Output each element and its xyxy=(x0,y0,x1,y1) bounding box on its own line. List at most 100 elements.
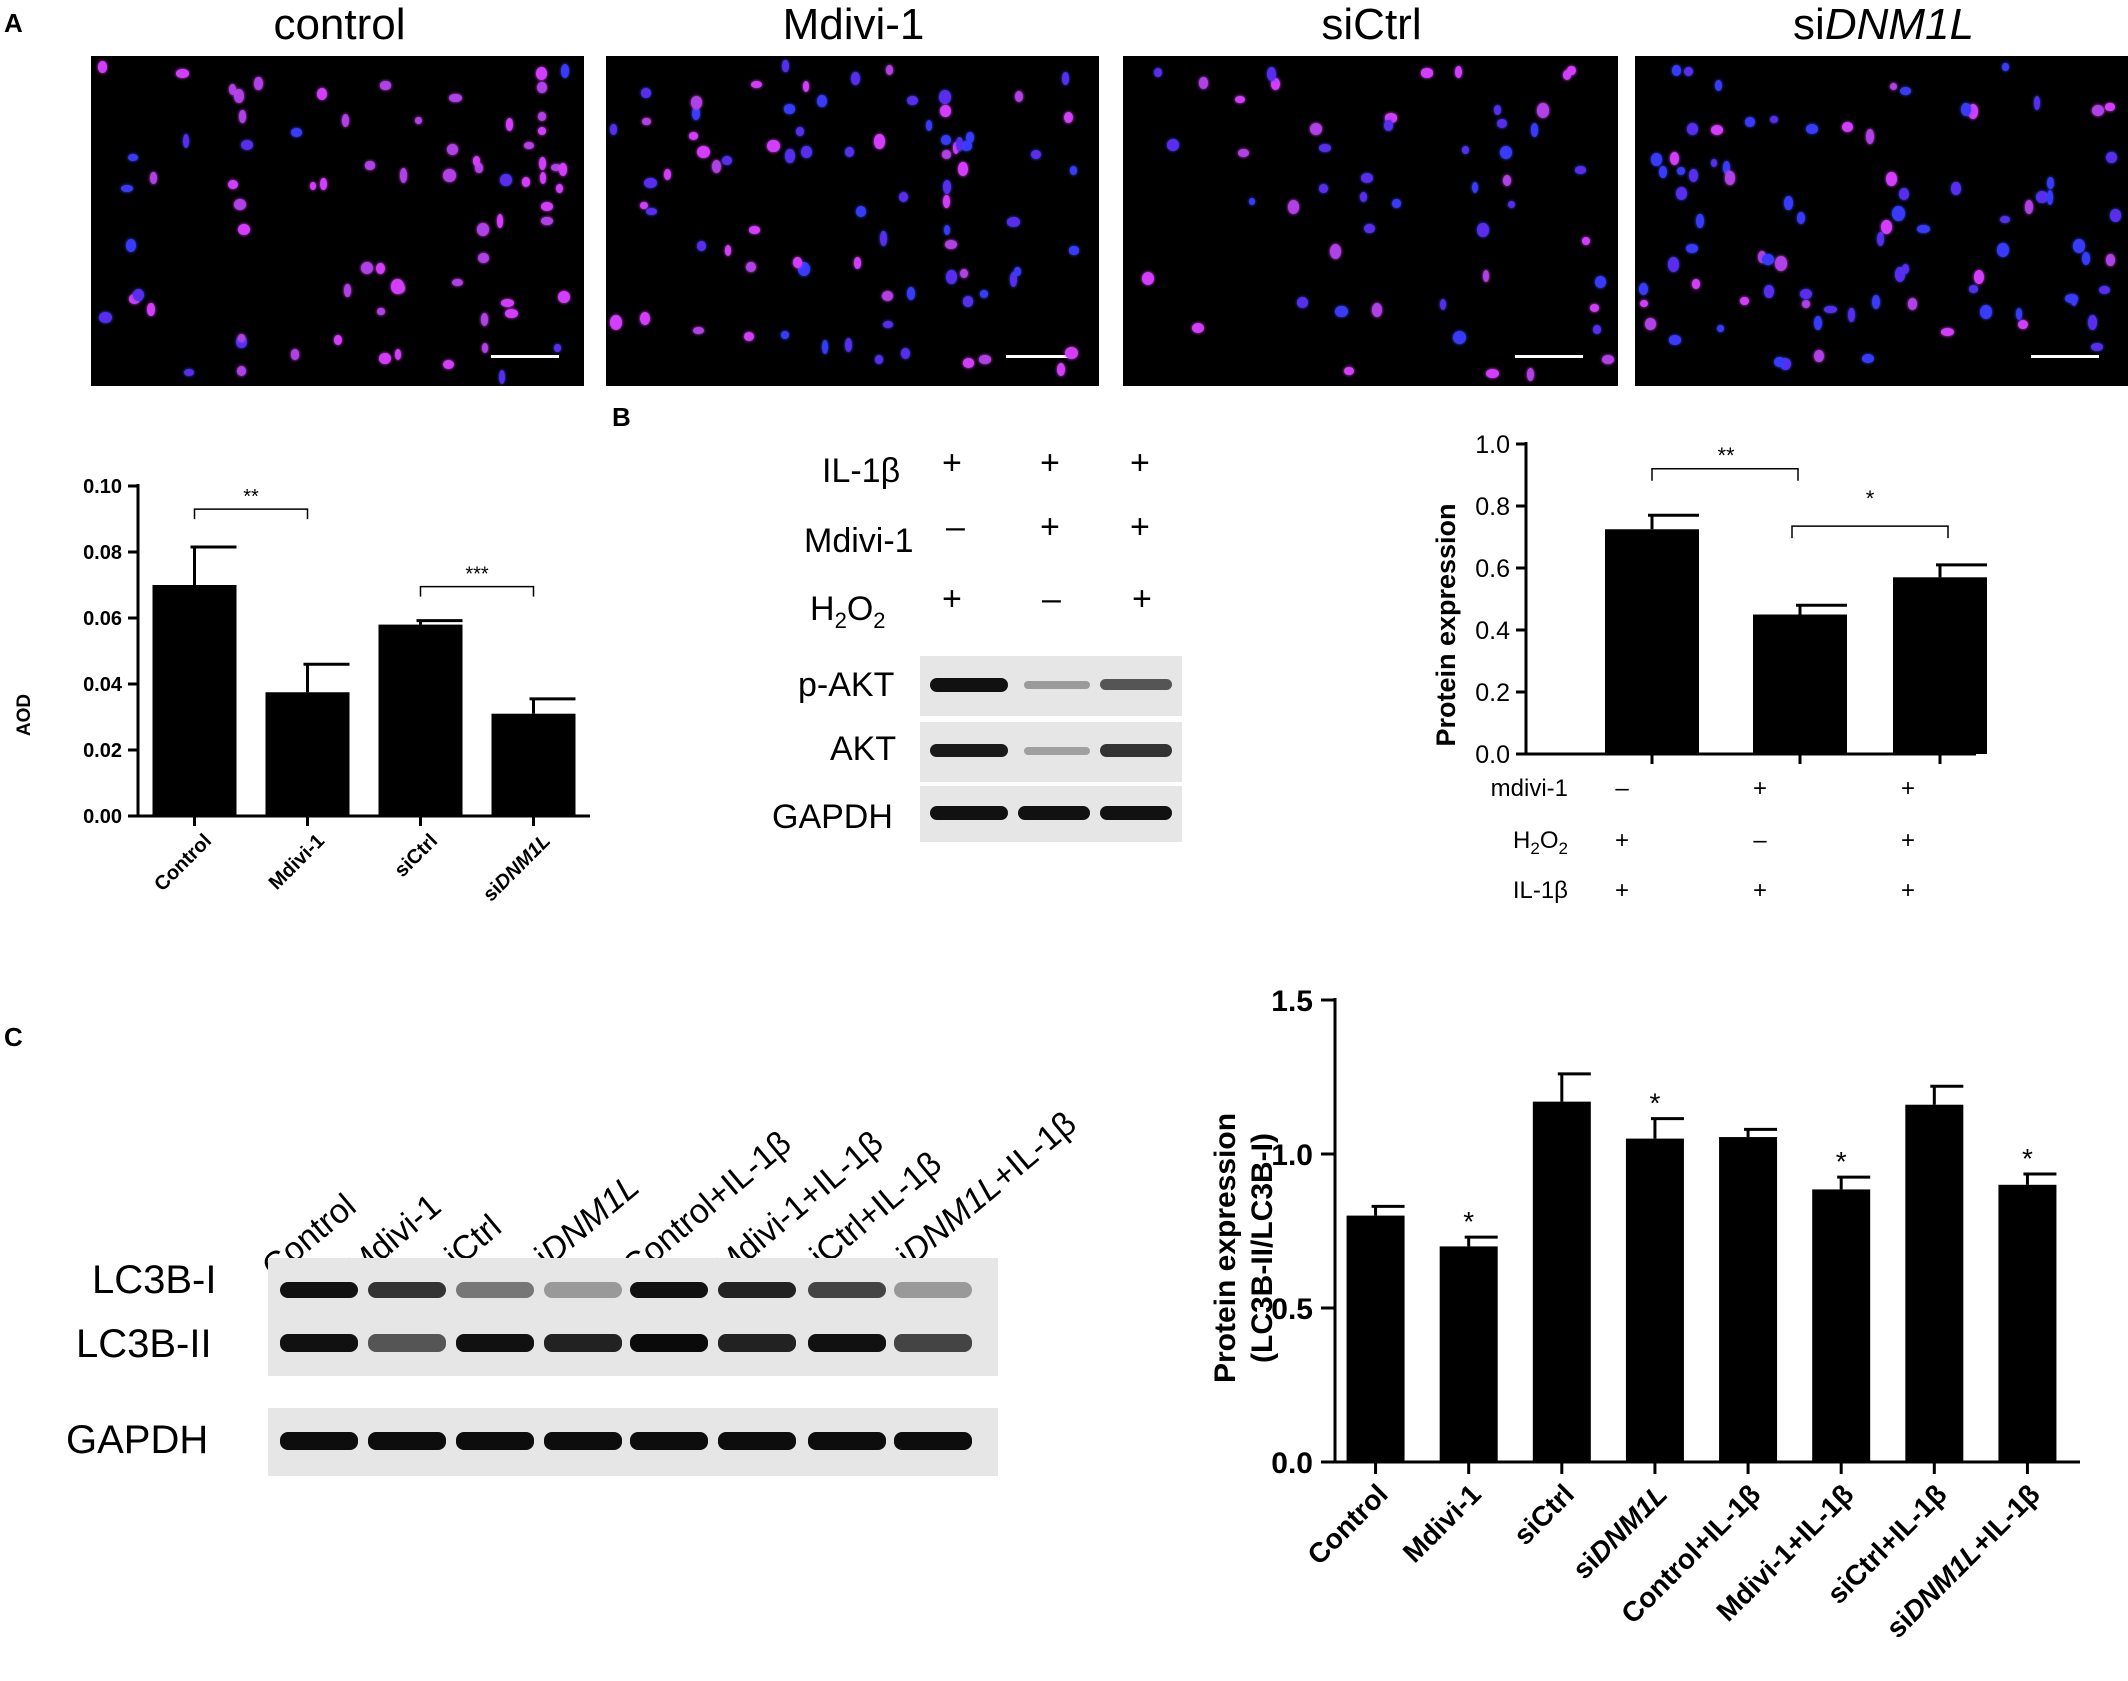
cell-nucleus xyxy=(1563,69,1572,80)
cell-nucleus xyxy=(1967,104,1978,119)
cell-nucleus xyxy=(233,88,245,104)
band xyxy=(1100,744,1172,757)
cell-nucleus xyxy=(1876,231,1885,247)
akt-treatment-conditions: IL-1β Mdivi-1 H2O2 + + + – + + + – + xyxy=(760,430,1180,650)
cell-nucleus xyxy=(1683,66,1694,77)
bar xyxy=(491,713,576,816)
cell-nucleus xyxy=(697,145,711,158)
cell-nucleus xyxy=(1581,237,1591,246)
x-tick-label: siCtrl xyxy=(1508,1478,1581,1551)
significance-bracket xyxy=(193,508,309,520)
cell-nucleus xyxy=(1453,331,1466,345)
cell-nucleus xyxy=(1696,214,1704,229)
cell-nucleus xyxy=(750,80,762,88)
panel-label-a: A xyxy=(4,8,23,38)
condition-label-h2o2: H2O2 xyxy=(810,590,886,633)
cell-nucleus xyxy=(898,192,908,203)
cell-nucleus xyxy=(290,349,300,360)
cell-nucleus xyxy=(475,163,483,173)
cell-nucleus xyxy=(1842,122,1854,133)
panel-label-b: B xyxy=(612,402,631,432)
cell-nucleus xyxy=(365,161,375,170)
cell-nucleus xyxy=(375,262,385,275)
cell-nucleus xyxy=(645,207,657,216)
cell-nucleus xyxy=(1691,278,1700,289)
cell-nucleus xyxy=(1198,77,1208,89)
y-tick-label: 0.04 xyxy=(83,674,123,696)
cell-nucleus xyxy=(554,344,561,353)
cell-nucleus xyxy=(1940,328,1954,337)
cell-nucleus xyxy=(1319,144,1331,153)
cell-nucleus xyxy=(939,89,952,104)
blot-akt xyxy=(920,722,1182,782)
cell-nucleus xyxy=(1010,272,1018,287)
cell-nucleus xyxy=(451,278,464,287)
cell-nucleus xyxy=(692,327,705,335)
y-tick-label: 1.0 xyxy=(1271,1139,1313,1172)
condition-label: H2O2 xyxy=(1513,827,1568,858)
mark: + xyxy=(942,444,962,482)
cell-nucleus xyxy=(415,116,423,125)
y-tick-label: 0.00 xyxy=(83,806,122,828)
cell-nucleus xyxy=(882,290,894,301)
cell-nucleus xyxy=(2047,190,2054,205)
cell-nucleus xyxy=(449,93,462,103)
cell-nucleus xyxy=(801,146,812,158)
cell-nucleus xyxy=(746,261,756,273)
bar xyxy=(1719,1137,1778,1462)
cell-nucleus xyxy=(1359,191,1368,202)
cell-nucleus xyxy=(844,338,852,353)
cell-nucleus xyxy=(1784,196,1793,211)
cell-nucleus xyxy=(1595,275,1606,288)
cell-nucleus xyxy=(965,132,974,143)
cell-nucleus xyxy=(290,128,302,138)
cell-nucleus xyxy=(945,269,957,285)
cell-nucleus xyxy=(128,153,139,162)
bar xyxy=(1532,1101,1591,1462)
cell-nucleus xyxy=(2000,215,2011,224)
band xyxy=(630,1432,708,1450)
cell-nucleus xyxy=(342,113,350,128)
cell-nucleus xyxy=(962,358,975,369)
condition-mark: + xyxy=(1901,775,1915,802)
cell-nucleus xyxy=(1861,353,1874,364)
cell-nucleus xyxy=(1917,224,1931,234)
significance-star: * xyxy=(2022,1143,2033,1174)
mark: + xyxy=(1040,508,1060,546)
band xyxy=(930,678,1008,692)
cell-nucleus xyxy=(1723,160,1731,174)
cell-nucleus xyxy=(447,143,458,155)
cell-nucleus xyxy=(2002,62,2009,71)
cell-nucleus xyxy=(1979,304,1993,320)
cell-nucleus xyxy=(1318,183,1329,194)
cell-nucleus xyxy=(240,139,253,151)
cell-nucleus xyxy=(378,352,392,365)
cell-nucleus xyxy=(853,256,862,270)
cell-nucleus xyxy=(1439,298,1447,311)
cell-nucleus xyxy=(1064,347,1078,360)
bar xyxy=(1812,1189,1871,1462)
cell-nucleus xyxy=(380,81,391,90)
band xyxy=(368,1282,446,1298)
cell-nucleus xyxy=(1061,71,1070,85)
cell-nucleus xyxy=(1364,223,1375,233)
bar xyxy=(378,624,463,816)
mark: – xyxy=(946,508,965,546)
band xyxy=(630,1282,708,1298)
condition-mark: + xyxy=(1615,827,1629,854)
significance-star: * xyxy=(1649,1088,1660,1119)
significance-bracket xyxy=(419,585,535,597)
cell-nucleus xyxy=(1687,122,1698,135)
band xyxy=(1100,806,1172,820)
cell-nucleus xyxy=(377,307,385,316)
cell-nucleus xyxy=(1237,149,1249,158)
cell-nucleus xyxy=(1454,66,1462,79)
akt-bar-chart: Protein expression 0.00.20.40.60.81.0 ***… xyxy=(1431,431,1987,904)
cell-nucleus xyxy=(691,96,703,109)
cell-nucleus xyxy=(782,59,789,73)
cell-nucleus xyxy=(505,118,513,131)
cell-nucleus xyxy=(1335,305,1348,318)
cell-nucleus xyxy=(2035,190,2049,203)
cell-nucleus xyxy=(1996,242,2010,258)
cell-nucleus xyxy=(783,104,796,114)
